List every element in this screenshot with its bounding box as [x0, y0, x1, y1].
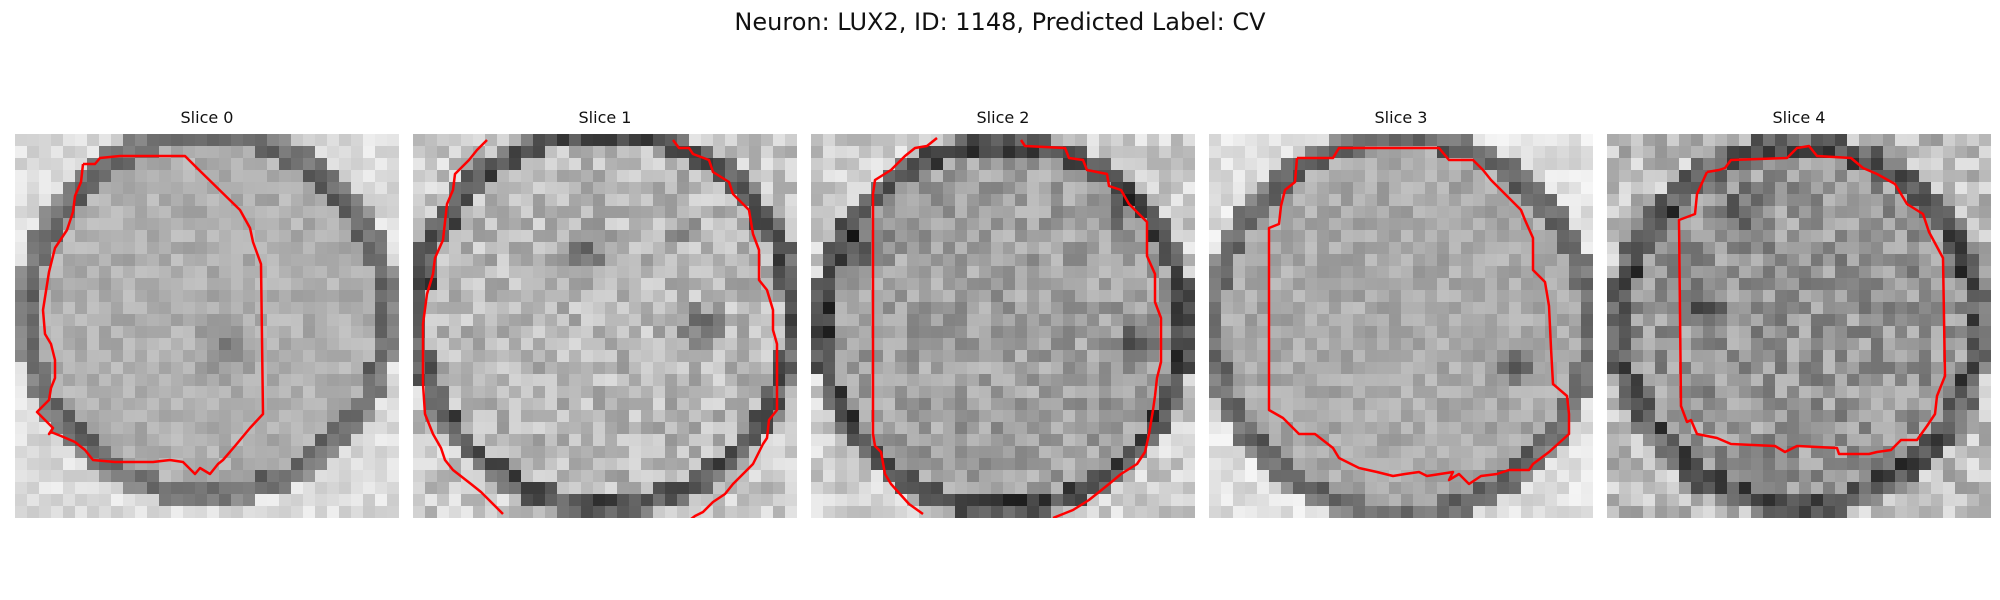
- red-contour-left: [871, 137, 938, 516]
- contour-overlay: [421, 139, 779, 518]
- grayscale-slice-image: [1607, 134, 1991, 518]
- contour-overlay: [35, 154, 265, 476]
- slice-title: Slice 0: [180, 108, 234, 127]
- red-contour: [1677, 144, 1947, 456]
- figure-title: Neuron: LUX2, ID: 1148, Predicted Label:…: [734, 8, 1266, 36]
- grayscale-slice-image: [15, 134, 399, 518]
- contour-overlay: [1677, 144, 1947, 456]
- red-contour-left: [421, 139, 504, 515]
- contour-overlay: [1267, 146, 1571, 486]
- slice-title: Slice 4: [1772, 108, 1826, 127]
- slice-title: Slice 1: [578, 108, 632, 127]
- grayscale-slice-image: [413, 134, 797, 518]
- slice-image-frame: [1209, 134, 1593, 518]
- slice-image-frame: [15, 134, 399, 518]
- slice-image-frame: [811, 134, 1195, 518]
- red-contour: [1267, 146, 1571, 486]
- slice-title: Slice 2: [976, 108, 1030, 127]
- slice-image-frame: [1607, 134, 1991, 518]
- grayscale-slice-image: [1209, 134, 1593, 518]
- red-contour-right: [672, 139, 779, 518]
- red-contour: [35, 154, 265, 476]
- grayscale-slice-image: [811, 134, 1195, 518]
- contour-overlay: [871, 137, 1163, 518]
- slice-title: Slice 3: [1374, 108, 1428, 127]
- slice-image-frame: [413, 134, 797, 518]
- red-contour-right: [1019, 139, 1163, 518]
